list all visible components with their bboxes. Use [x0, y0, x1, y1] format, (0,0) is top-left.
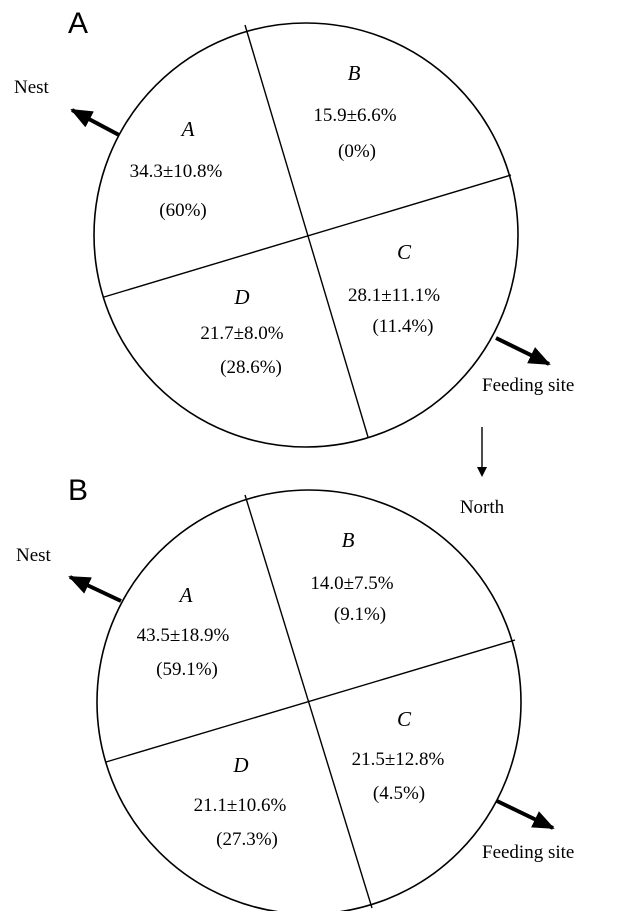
panel-b-circle — [96, 489, 522, 911]
panel-b-quadrant-a-value: 43.5±18.9% — [137, 625, 230, 646]
north-indicator: North — [460, 427, 505, 518]
panel-a-feeding-label: Feeding site — [482, 375, 574, 396]
north-label: North — [460, 497, 505, 518]
panel-a-circle — [93, 22, 519, 448]
panel-a: A Nest Feeding site A 34.3±10.8% (60%) B… — [14, 7, 574, 448]
panel-b-feeding-arrow — [496, 799, 555, 830]
panel-a-feeding-arrow — [495, 336, 551, 366]
panel-a-quadrant-b-value: 15.9±6.6% — [313, 105, 396, 126]
panel-b-nest-arrow — [68, 575, 122, 603]
panel-a-quadrant-a-letter: A — [180, 117, 195, 141]
panel-b-nest-label: Nest — [16, 545, 52, 566]
panel-a-quadrant-c-percent: (11.4%) — [372, 316, 433, 337]
panel-a-quadrant-b-percent: (0%) — [338, 141, 376, 162]
panel-b-quadrant-b-value: 14.0±7.5% — [310, 573, 393, 594]
panel-b-quadrant-c-percent: (4.5%) — [373, 783, 425, 804]
panel-a-divider-2 — [103, 174, 512, 298]
panel-a-nest-arrow — [70, 108, 120, 137]
panel-a-quadrant-d-percent: (28.6%) — [220, 357, 282, 378]
panel-b-quadrant-b-percent: (9.1%) — [334, 604, 386, 625]
panel-a-quadrant-d-letter: D — [233, 285, 249, 309]
panel-a-label: A — [68, 7, 88, 40]
panel-a-quadrant-d-value: 21.7±8.0% — [200, 323, 283, 344]
panel-b-feeding-label: Feeding site — [482, 842, 574, 863]
panel-b-quadrant-a-letter: A — [178, 583, 193, 607]
panel-b-quadrant-d-percent: (27.3%) — [216, 829, 278, 850]
panel-a-quadrant-c-letter: C — [397, 240, 412, 264]
panel-b-quadrant-a-percent: (59.1%) — [156, 659, 218, 680]
panel-b-divider-2 — [105, 639, 516, 763]
panel-a-quadrant-b-letter: B — [348, 61, 361, 85]
panel-b-quadrant-c-letter: C — [397, 707, 412, 731]
panel-a-quadrant-a-percent: (60%) — [159, 200, 206, 221]
panel-a-nest-label: Nest — [14, 77, 50, 98]
panel-b-quadrant-d-letter: D — [232, 753, 248, 777]
panel-b: B Nest Feeding site A 43.5±18.9% (59.1%)… — [16, 474, 574, 911]
panel-b-label: B — [68, 474, 88, 507]
panel-b-quadrant-c-value: 21.5±12.8% — [352, 749, 445, 770]
panel-a-quadrant-c-value: 28.1±11.1% — [348, 285, 440, 306]
panel-a-divider-1 — [244, 24, 369, 438]
panel-a-quadrant-a-value: 34.3±10.8% — [130, 161, 223, 182]
panel-b-quadrant-b-letter: B — [342, 528, 355, 552]
panel-b-quadrant-d-value: 21.1±10.6% — [194, 795, 287, 816]
